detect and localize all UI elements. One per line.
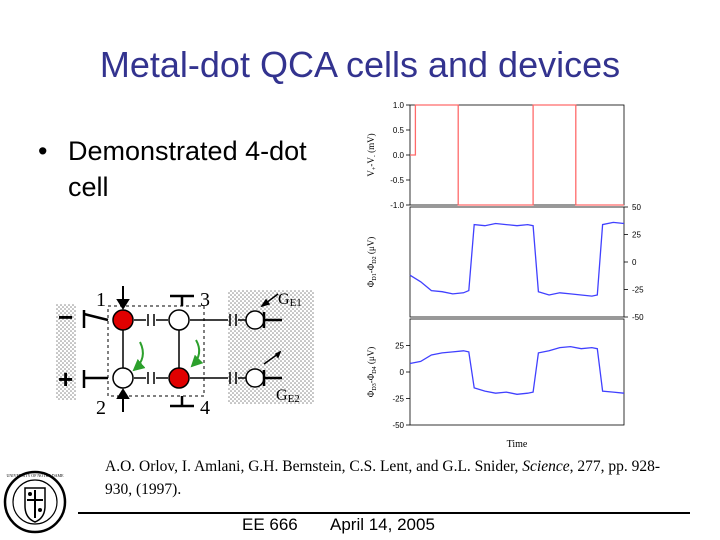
footer-divider (78, 512, 690, 514)
slide-title: Metal-dot QCA cells and devices (99, 44, 621, 85)
tick-label-right-output-1: 25 (632, 231, 641, 240)
dot-label-4: 4 (200, 397, 210, 419)
dot-label-3: 3 (200, 289, 210, 311)
dot-label-1: 1 (96, 289, 106, 311)
chart-frame-output-1 (409, 206, 625, 318)
tick-label-right-output-1: 50 (632, 203, 641, 212)
axis-label-output-1: ΦD1-ΦD2 (μV) (366, 237, 378, 287)
tick-label-output-2: 0 (400, 368, 405, 377)
tick-label-input: 0.5 (393, 126, 405, 135)
university-seal-logo: UNIVERSITY OF NOTRE DAME (3, 470, 67, 534)
tick-label-output-2: 25 (395, 342, 404, 351)
tick-label-input: 0.0 (393, 151, 405, 160)
tick-label-input: 1.0 (393, 101, 405, 110)
tunnel-arrow-right (190, 339, 204, 368)
bullet-symbol: • (38, 136, 48, 166)
series-line-input (410, 104, 624, 206)
cell-boundary (107, 305, 205, 397)
tick-label-input: -1.0 (390, 201, 404, 210)
polarity-minus: − (58, 302, 73, 332)
input-lead-shading (56, 304, 76, 400)
tick-label-output-2: -50 (392, 421, 404, 430)
electrometer-shading (228, 290, 314, 404)
footer-date: April 14, 2005 (330, 515, 435, 534)
citation-details: , 277, pp. 928-930, (1997). (105, 458, 661, 498)
chart-frame-input (409, 104, 625, 206)
dot-2-empty (112, 367, 134, 389)
tick-label-right-output-1: -50 (632, 313, 644, 322)
tick-label-output-2: -25 (392, 395, 404, 404)
dot-4-occupied (168, 367, 190, 389)
citation: A.O. Orlov, I. Amlani, G.H. Bernstein, C… (105, 455, 665, 501)
dot-label-2: 2 (96, 397, 106, 419)
bullet-text-line1: Demonstrated 4-dot (68, 136, 307, 166)
citation-journal: Science (522, 458, 570, 475)
tick-label-right-output-1: -25 (632, 286, 644, 295)
series-line-output-2 (409, 345, 625, 395)
footer-course: EE 666 (242, 515, 298, 534)
bullet-text-line2: cell (68, 172, 109, 202)
tick-label-input: -0.5 (390, 176, 404, 185)
series-line-output-1 (409, 221, 625, 297)
tick-label-right-output-1: 0 (632, 258, 637, 267)
seal-lettering: UNIVERSITY OF NOTRE DAME (6, 473, 64, 478)
qca-cell-schematic: 1 3 2 4 GE1 GE2 − + (56, 286, 314, 419)
dot-1-occupied (112, 309, 134, 331)
tunnel-arrow-left (132, 341, 146, 372)
axis-label-input: V+-V- (mV) (366, 133, 378, 176)
polarity-plus: + (58, 364, 73, 394)
gate-label-e2: GE2 (276, 387, 300, 405)
citation-authors: A.O. Orlov, I. Amlani, G.H. Bernstein, C… (105, 458, 523, 475)
gate-label-e1: GE1 (278, 291, 302, 309)
x-axis-label: Time (507, 439, 528, 450)
chart-frame-output-2 (409, 318, 625, 426)
axis-label-output-2: ΦD3-ΦD4 (μV) (366, 347, 378, 397)
measurement-charts: 1.0 0.5 0.0 -0.5 -1.0 V+-V- (mV) 50 25 0 -25 -50 ΦD… (366, 101, 644, 450)
dot-3-empty (168, 309, 190, 331)
